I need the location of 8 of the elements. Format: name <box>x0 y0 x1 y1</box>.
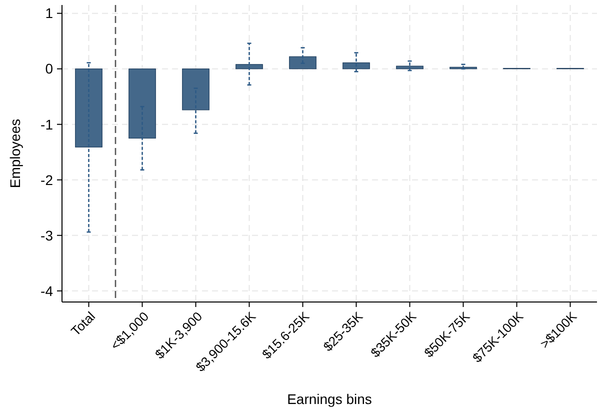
y-tick-label: 0 <box>45 60 54 77</box>
y-tick-label: -3 <box>40 227 54 244</box>
y-axis-title: Employees <box>7 118 23 188</box>
y-tick-label: -2 <box>40 172 54 188</box>
y-tick-label: 1 <box>45 5 54 22</box>
y-tick-label: -1 <box>40 116 54 132</box>
y-tick-label: -4 <box>40 282 54 299</box>
x-axis-title: Earnings bins <box>287 391 372 407</box>
